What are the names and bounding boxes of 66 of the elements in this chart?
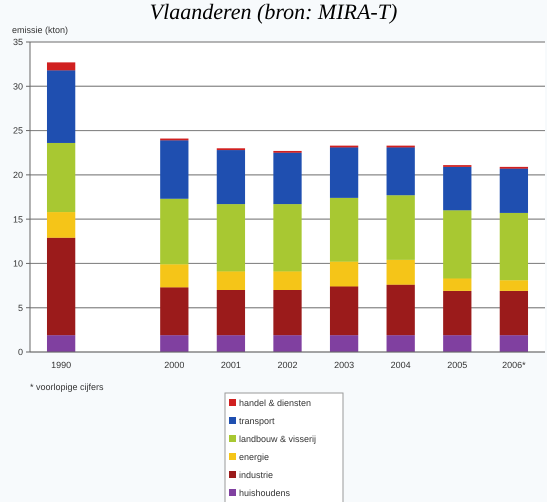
bar	[46, 238, 76, 336]
x-tick-label: 2004	[390, 360, 411, 370]
bar	[386, 284, 415, 336]
bar	[386, 147, 415, 196]
bar	[330, 262, 358, 286]
bar	[500, 280, 528, 291]
legend-label: industrie	[239, 470, 274, 480]
bar	[160, 287, 188, 336]
x-tick-label: 2002	[277, 360, 298, 370]
bar	[500, 290, 528, 336]
bar	[386, 335, 415, 352]
chart-title: Vlaanderen (bron: MIRA-T)	[150, 0, 398, 24]
bar	[500, 212, 528, 280]
bar	[216, 271, 246, 290]
bar	[386, 260, 415, 285]
bar	[46, 70, 76, 143]
legend-label: handel & diensten	[239, 398, 312, 408]
bar	[216, 150, 246, 204]
legend-label: landbouw & visserij	[239, 434, 316, 444]
legend-label: huishoudens	[239, 488, 291, 498]
bar	[46, 212, 76, 238]
bar	[160, 335, 188, 352]
legend-label: energie	[239, 452, 270, 462]
bar	[160, 198, 188, 264]
x-tick-label: 2006*	[502, 360, 526, 370]
bar	[160, 264, 188, 288]
bar	[500, 168, 528, 213]
y-tick-label: 10	[12, 258, 23, 269]
y-tick-label: 30	[12, 81, 23, 92]
bar	[273, 335, 302, 352]
bar	[273, 271, 302, 290]
bar	[46, 62, 76, 70]
bar	[273, 290, 302, 336]
legend-label: transport	[239, 416, 276, 426]
bar	[443, 210, 472, 278]
bar	[216, 204, 246, 272]
x-tick-label: 2003	[334, 360, 354, 370]
y-tick-label: 35	[12, 37, 23, 48]
text: * voorlopige cijfers	[30, 382, 104, 392]
bar	[160, 140, 188, 199]
x-tick-label: 2005	[447, 360, 468, 370]
bar	[216, 335, 246, 352]
x-tick-label: 2000	[164, 360, 184, 370]
x-tick-label: 2001	[220, 360, 241, 370]
x-tick-label: 1990	[51, 360, 72, 370]
bar	[216, 290, 246, 336]
y-tick-label: 0	[18, 347, 23, 358]
y-axis-title: emissie (kton)	[12, 25, 68, 35]
bar	[330, 198, 358, 262]
bar	[443, 278, 472, 291]
bar	[46, 335, 76, 352]
bar	[273, 152, 302, 204]
bar	[500, 335, 528, 352]
bar	[330, 286, 358, 336]
bar	[46, 142, 76, 212]
bar	[273, 204, 302, 272]
y-tick-label: 15	[12, 214, 23, 224]
y-tick-label: 5	[18, 302, 23, 313]
bar	[443, 166, 472, 210]
bar	[330, 335, 358, 352]
bar	[386, 195, 415, 260]
bar	[443, 290, 472, 336]
y-tick-label: 20	[12, 170, 23, 180]
y-tick-label: 25	[12, 126, 23, 136]
bar	[443, 335, 472, 352]
bar	[330, 147, 358, 198]
